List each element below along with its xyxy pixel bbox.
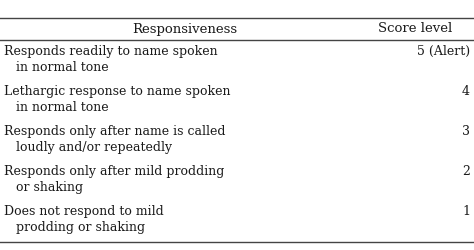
Text: Responsiveness: Responsiveness [132, 22, 237, 35]
Text: 5 (Alert): 5 (Alert) [417, 45, 470, 58]
Text: 2: 2 [462, 164, 470, 177]
Text: Does not respond to mild
   prodding or shaking: Does not respond to mild prodding or sha… [4, 204, 164, 233]
Text: 3: 3 [462, 124, 470, 138]
Text: Responds only after mild prodding
   or shaking: Responds only after mild prodding or sha… [4, 164, 224, 193]
Text: Responds only after name is called
   loudly and/or repeatedly: Responds only after name is called loudl… [4, 124, 226, 154]
Text: 1: 1 [462, 204, 470, 217]
Text: Lethargic response to name spoken
   in normal tone: Lethargic response to name spoken in nor… [4, 85, 230, 114]
Text: Score level: Score level [378, 22, 452, 35]
Text: Responds readily to name spoken
   in normal tone: Responds readily to name spoken in norma… [4, 45, 218, 74]
Text: 4: 4 [462, 85, 470, 98]
